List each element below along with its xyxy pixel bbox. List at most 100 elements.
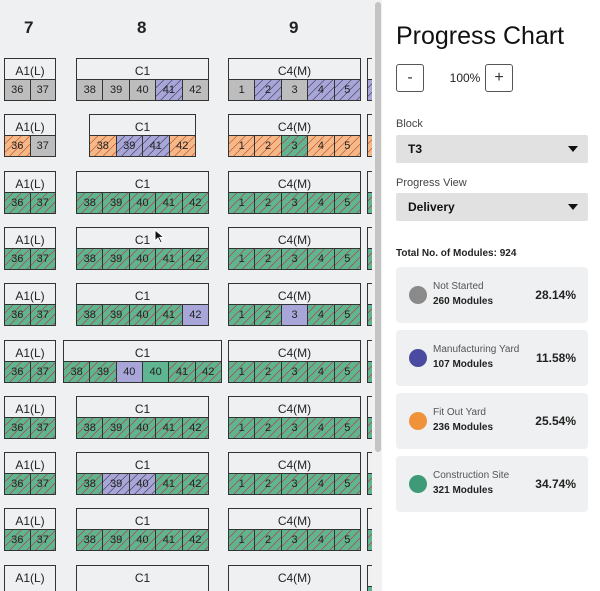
module-cell[interactable]: 4: [307, 79, 335, 101]
module-cell[interactable]: 36: [4, 247, 31, 270]
module-cell[interactable]: [367, 191, 372, 214]
module-cell[interactable]: 3: [280, 360, 309, 383]
module-block-c1[interactable]: C1: [76, 564, 209, 591]
module-block-partial[interactable]: [367, 395, 372, 439]
module-cell[interactable]: 40: [128, 529, 157, 552]
module-cell[interactable]: 39: [115, 135, 143, 158]
module-block-c1[interactable]: C1 38 39 40 41 42: [76, 452, 210, 496]
module-cell[interactable]: 38: [76, 529, 104, 552]
module-cell[interactable]: 41: [155, 304, 183, 327]
module-block-partial[interactable]: [367, 452, 372, 496]
module-cell[interactable]: 3: [280, 191, 309, 214]
module-cell[interactable]: 3: [280, 473, 309, 496]
module-cell[interactable]: 3: [280, 529, 309, 552]
module-cell[interactable]: 2: [254, 191, 282, 214]
module-block-c1[interactable]: C1 38 39 40 40 41 42: [63, 339, 222, 383]
module-cell[interactable]: 41: [142, 135, 170, 158]
module-cell[interactable]: 2: [254, 304, 282, 327]
module-cell[interactable]: 37: [29, 135, 56, 158]
module-block-partial[interactable]: [367, 114, 372, 158]
module-cell[interactable]: 5: [333, 135, 362, 158]
module-cell[interactable]: 4: [307, 416, 335, 439]
module-cell[interactable]: 2: [254, 416, 282, 439]
module-cell[interactable]: 41: [155, 247, 183, 270]
module-block-c4m[interactable]: C4(M) 1 2 3 4 5: [228, 395, 362, 439]
module-cell[interactable]: 1: [228, 191, 256, 214]
module-block-partial[interactable]: [367, 226, 372, 270]
module-cell[interactable]: 4: [307, 135, 335, 158]
module-cell[interactable]: 1: [228, 416, 256, 439]
module-cell[interactable]: [367, 473, 372, 496]
module-cell[interactable]: 5: [333, 529, 362, 552]
module-cell[interactable]: 2: [254, 135, 282, 158]
module-cell[interactable]: 5: [333, 79, 362, 101]
module-cell[interactable]: 3: [280, 247, 309, 270]
module-cell[interactable]: 41: [155, 529, 183, 552]
module-block-a1[interactable]: A1(L) 36 37: [4, 58, 56, 101]
zoom-in-button[interactable]: +: [485, 64, 513, 92]
module-cell[interactable]: 42: [181, 304, 210, 327]
module-cell[interactable]: 40: [128, 416, 157, 439]
module-cell[interactable]: 4: [307, 304, 335, 327]
module-cell[interactable]: 36: [4, 191, 31, 214]
module-block-partial[interactable]: [367, 58, 372, 101]
module-cell[interactable]: 36: [4, 416, 31, 439]
module-cell[interactable]: 39: [89, 360, 117, 383]
module-block-c1[interactable]: C1 38 39 41 42: [89, 114, 196, 158]
module-cell[interactable]: 36: [4, 135, 31, 158]
module-cell[interactable]: 37: [29, 416, 56, 439]
module-cell[interactable]: 37: [29, 473, 56, 496]
module-cell[interactable]: 5: [333, 416, 362, 439]
module-block-partial[interactable]: [367, 283, 372, 327]
module-cell[interactable]: 38: [76, 79, 104, 101]
module-cell[interactable]: 4: [307, 247, 335, 270]
module-cell[interactable]: 37: [29, 191, 56, 214]
module-cell[interactable]: 40: [128, 473, 157, 496]
module-cell[interactable]: 36: [4, 360, 31, 383]
module-cell[interactable]: 38: [76, 416, 104, 439]
module-cell[interactable]: 38: [76, 304, 104, 327]
module-block-a1[interactable]: A1(L) 36 37: [4, 395, 56, 439]
module-block-a1[interactable]: A1(L) 36 37: [4, 114, 56, 158]
module-cell[interactable]: 36: [4, 79, 31, 101]
module-block-c4m[interactable]: C4(M) 1 2 3 4 5: [228, 58, 362, 101]
module-cell[interactable]: 41: [155, 416, 183, 439]
module-cell[interactable]: 38: [89, 135, 117, 158]
progress-view-select[interactable]: Delivery: [396, 193, 588, 221]
module-block-c4m[interactable]: C4(M) 1 2 3 4 5: [228, 114, 362, 158]
module-block-a1[interactable]: A1(L) 36 37: [4, 452, 56, 496]
module-block-c1[interactable]: C1 38 39 40 41 42: [76, 58, 210, 101]
zoom-out-button[interactable]: -: [396, 64, 424, 92]
module-block-c4m[interactable]: C4(M) 1 2 3 4 5: [228, 283, 362, 327]
module-cell[interactable]: 2: [254, 79, 282, 101]
module-block-c1[interactable]: C1 38 39 40 41 42: [76, 170, 210, 214]
module-cell[interactable]: [367, 304, 372, 327]
module-cell[interactable]: 1: [228, 304, 256, 327]
module-cell[interactable]: 4: [307, 529, 335, 552]
module-block-c1[interactable]: C1 38 39 40 41 42: [76, 283, 210, 327]
module-cell[interactable]: [367, 247, 372, 270]
module-cell[interactable]: 41: [155, 473, 183, 496]
module-block-partial[interactable]: [367, 564, 372, 591]
module-cell[interactable]: 37: [29, 360, 56, 383]
module-cell[interactable]: 41: [155, 191, 183, 214]
module-block-a1[interactable]: A1(L) 36 37: [4, 283, 56, 327]
module-cell[interactable]: 42: [181, 247, 210, 270]
module-cell[interactable]: 37: [29, 79, 56, 101]
module-block-partial[interactable]: [367, 170, 372, 214]
module-block-a1[interactable]: A1(L) 36 37: [4, 339, 56, 383]
module-block-c4m[interactable]: C4(M) 1 2 3 4 5: [228, 452, 362, 496]
module-cell[interactable]: 39: [102, 79, 130, 101]
module-cell[interactable]: 36: [4, 304, 31, 327]
module-cell[interactable]: 2: [254, 529, 282, 552]
module-cell[interactable]: 38: [63, 360, 91, 383]
module-block-c4m[interactable]: C4(M) 1 2 3 4 5: [228, 508, 362, 552]
module-cell[interactable]: 42: [168, 135, 196, 158]
module-cell[interactable]: 1: [228, 247, 256, 270]
grid-scrollbar-thumb[interactable]: [375, 2, 381, 452]
module-block-a1[interactable]: A1(L) 36 37: [4, 508, 56, 552]
module-block-a1[interactable]: A1(L): [4, 564, 56, 591]
module-block-c1[interactable]: C1 38 39 40 41 42: [76, 508, 210, 552]
module-cell[interactable]: 5: [333, 191, 362, 214]
module-cell[interactable]: 41: [155, 79, 183, 101]
